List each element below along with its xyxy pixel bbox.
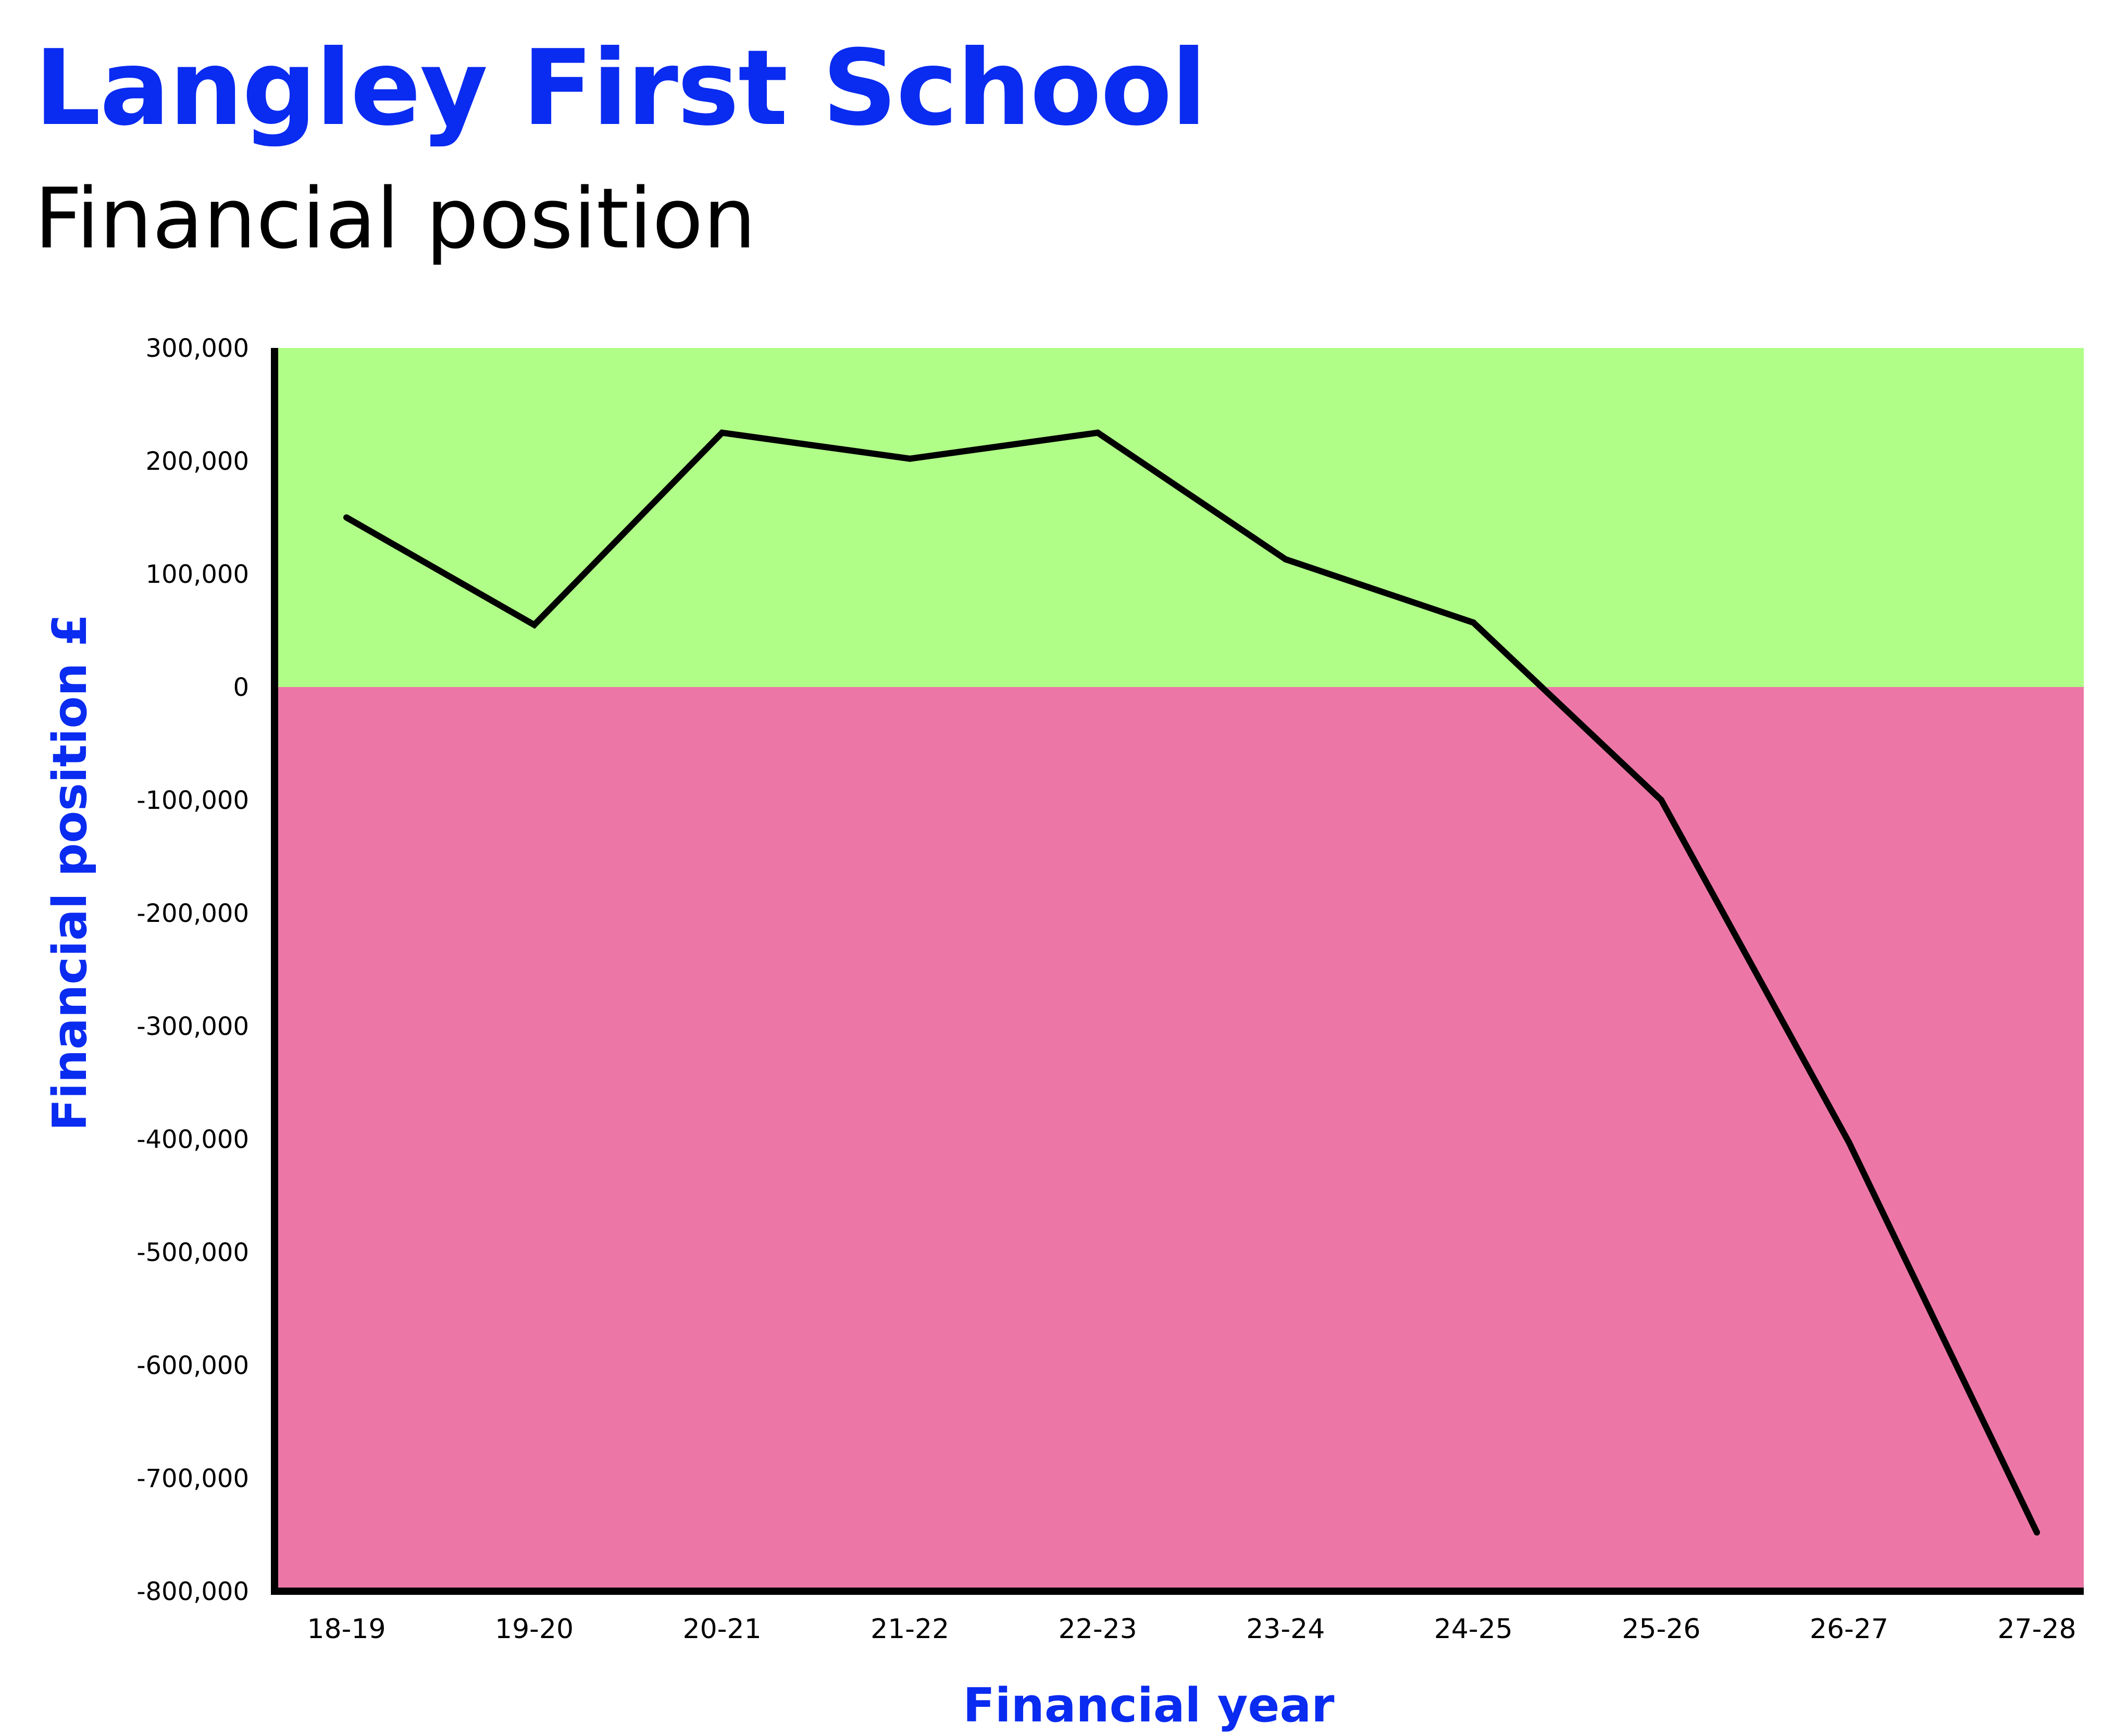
y-tick-label: -500,000 — [136, 1238, 249, 1267]
y-tick-label: -400,000 — [136, 1125, 249, 1154]
axis-layer — [271, 348, 2084, 1595]
deficit-zone — [275, 687, 2084, 1591]
data-point-20-21 — [719, 429, 726, 436]
y-tick-label: -300,000 — [136, 1012, 249, 1041]
zones-layer — [275, 348, 2084, 1591]
y-tick-label: 100,000 — [146, 560, 250, 589]
y-tick-labels: 300,000 200,000 100,000 0 -100,000 -200,000 -3… — [136, 334, 249, 1606]
x-tick-label: 21-22 — [870, 1614, 949, 1645]
data-point-19-20 — [531, 621, 538, 628]
x-tick-label: 24-25 — [1434, 1614, 1513, 1645]
data-point-27-28 — [2034, 1529, 2040, 1536]
x-tick-label: 25-26 — [1622, 1614, 1700, 1645]
data-point-21-22 — [906, 455, 913, 462]
y-tick-label: -800,000 — [136, 1577, 249, 1606]
x-axis-label: Financial year — [963, 1678, 1335, 1733]
y-tick-label: -600,000 — [136, 1351, 249, 1380]
x-tick-label: 23-24 — [1246, 1614, 1325, 1645]
x-tick-label: 27-28 — [1997, 1614, 2076, 1645]
surplus-zone — [275, 348, 2084, 687]
line-layer — [343, 429, 2040, 1536]
x-tick-label: 18-19 — [307, 1614, 385, 1645]
y-tick-label: -100,000 — [136, 786, 249, 815]
y-tick-label: -200,000 — [136, 899, 249, 928]
y-tick-label: 200,000 — [146, 447, 250, 476]
y-tick-label: 0 — [233, 673, 249, 702]
data-point-24-25 — [1470, 619, 1477, 626]
y-tick-label: 300,000 — [146, 334, 250, 363]
data-point-26-27 — [1846, 1139, 1852, 1146]
y-tick-label: -700,000 — [136, 1464, 249, 1493]
y-axis-label: Financial position £ — [43, 614, 97, 1131]
x-tick-label: 20-21 — [683, 1614, 762, 1645]
data-point-25-26 — [1658, 797, 1664, 803]
chart-title: Langley First School — [34, 28, 1207, 149]
series-line — [345, 429, 2040, 1534]
x-tick-labels: 18-19 19-20 20-21 21-22 22-23 23-24 24-25 25-26… — [307, 1614, 2076, 1645]
x-tick-label: 19-20 — [495, 1614, 574, 1645]
data-point-23-24 — [1282, 556, 1289, 563]
data-point-18-19 — [343, 514, 350, 521]
chart-subtitle: Financial position — [34, 170, 756, 267]
data-point-22-23 — [1094, 429, 1101, 436]
x-tick-label: 22-23 — [1059, 1614, 1137, 1645]
x-tick-label: 26-27 — [1810, 1614, 1888, 1645]
